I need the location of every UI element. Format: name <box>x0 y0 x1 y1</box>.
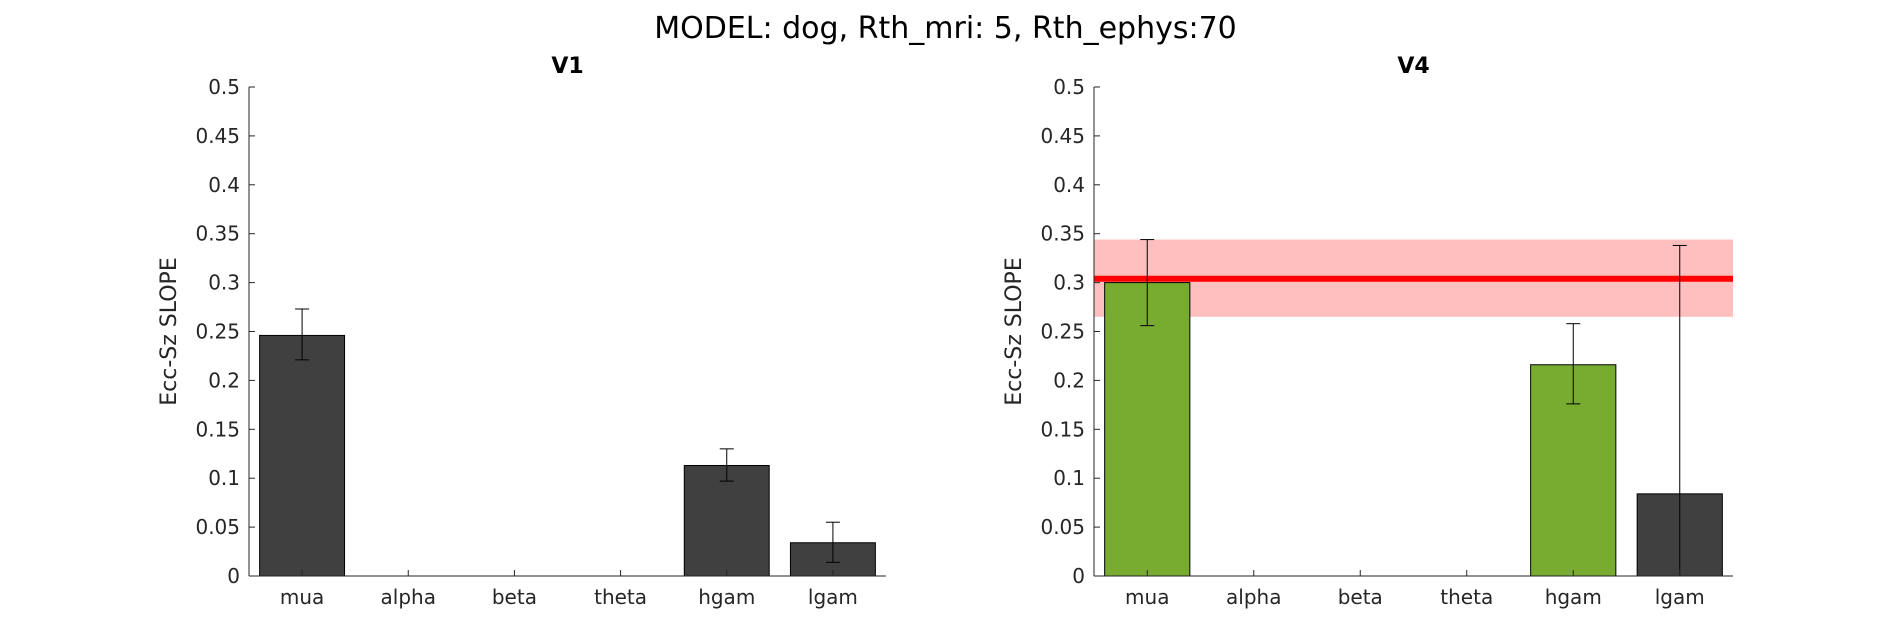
y-tick-label: 0.3 <box>208 271 240 295</box>
y-tick-label: 0.5 <box>208 75 240 99</box>
y-tick-label: 0 <box>227 564 240 588</box>
x-tick-label: lgam <box>808 585 858 609</box>
panel-v4: 0 0.05 0.1 0.15 0.2 0.25 0.3 0.35 0.4 0.45 0.5 mua a… <box>1002 54 1733 609</box>
y-tick-label: 0.35 <box>1040 222 1085 246</box>
error-bar-mua <box>295 308 310 361</box>
y-tick-label: 0.15 <box>195 417 240 441</box>
bar-mua <box>1104 282 1191 577</box>
x-tick-label: beta <box>492 585 537 609</box>
y-tick-label: 0.15 <box>1040 417 1085 441</box>
x-tick-label: hgam <box>1545 585 1602 609</box>
panel-title: V1 <box>551 54 583 79</box>
y-tick-label: 0.1 <box>1053 466 1085 490</box>
y-tick-label: 0 <box>1072 564 1085 588</box>
y-tick-label: 0.4 <box>1053 173 1085 197</box>
y-tick-label: 0.5 <box>1053 75 1085 99</box>
figure-title: MODEL: dog, Rth_mri: 5, Rth_ephys:70 <box>654 11 1237 46</box>
y-tick-label: 0.05 <box>195 515 240 539</box>
x-tick-label: hgam <box>698 585 755 609</box>
panel-title: V4 <box>1397 54 1429 79</box>
x-tick-label: theta <box>594 585 647 609</box>
error-bar-hgam <box>1566 323 1581 405</box>
y-tick-label: 0.3 <box>1053 271 1085 295</box>
panel-v1: 0 0.05 0.1 0.15 0.2 0.25 0.3 0.35 0.4 0.45 0.5 mua a… <box>157 54 886 609</box>
panels: 0 0.05 0.1 0.15 0.2 0.25 0.3 0.35 0.4 0.45 0.5 mua a… <box>157 54 1733 609</box>
y-axis-label: Ecc-Sz SLOPE <box>1002 257 1027 405</box>
y-tick-label: 0.05 <box>1040 515 1085 539</box>
y-tick-label: 0.35 <box>195 222 240 246</box>
x-tick-label: lgam <box>1655 585 1705 609</box>
error-bar-lgam <box>825 521 840 563</box>
y-tick-label: 0.45 <box>195 124 240 148</box>
y-axis-label: Ecc-Sz SLOPE <box>157 257 182 405</box>
x-tick-label: alpha <box>381 585 436 609</box>
bar-hgam <box>683 464 770 577</box>
y-tick-label: 0.2 <box>208 368 240 392</box>
y-tick-label: 0.4 <box>208 173 240 197</box>
x-tick-label: mua <box>280 585 324 609</box>
y-tick-label: 0.45 <box>1040 124 1085 148</box>
y-tick-label: 0.25 <box>195 320 240 344</box>
y-tick-label: 0.25 <box>1040 320 1085 344</box>
error-bar-hgam <box>719 448 734 482</box>
x-tick-label: mua <box>1125 585 1169 609</box>
bar-mua <box>259 334 346 577</box>
y-tick-label: 0.1 <box>208 466 240 490</box>
y-tick-label: 0.2 <box>1053 368 1085 392</box>
error-bar-mua <box>1140 239 1155 327</box>
x-tick-label: theta <box>1440 585 1493 609</box>
x-tick-label: alpha <box>1226 585 1281 609</box>
x-tick-label: beta <box>1338 585 1383 609</box>
